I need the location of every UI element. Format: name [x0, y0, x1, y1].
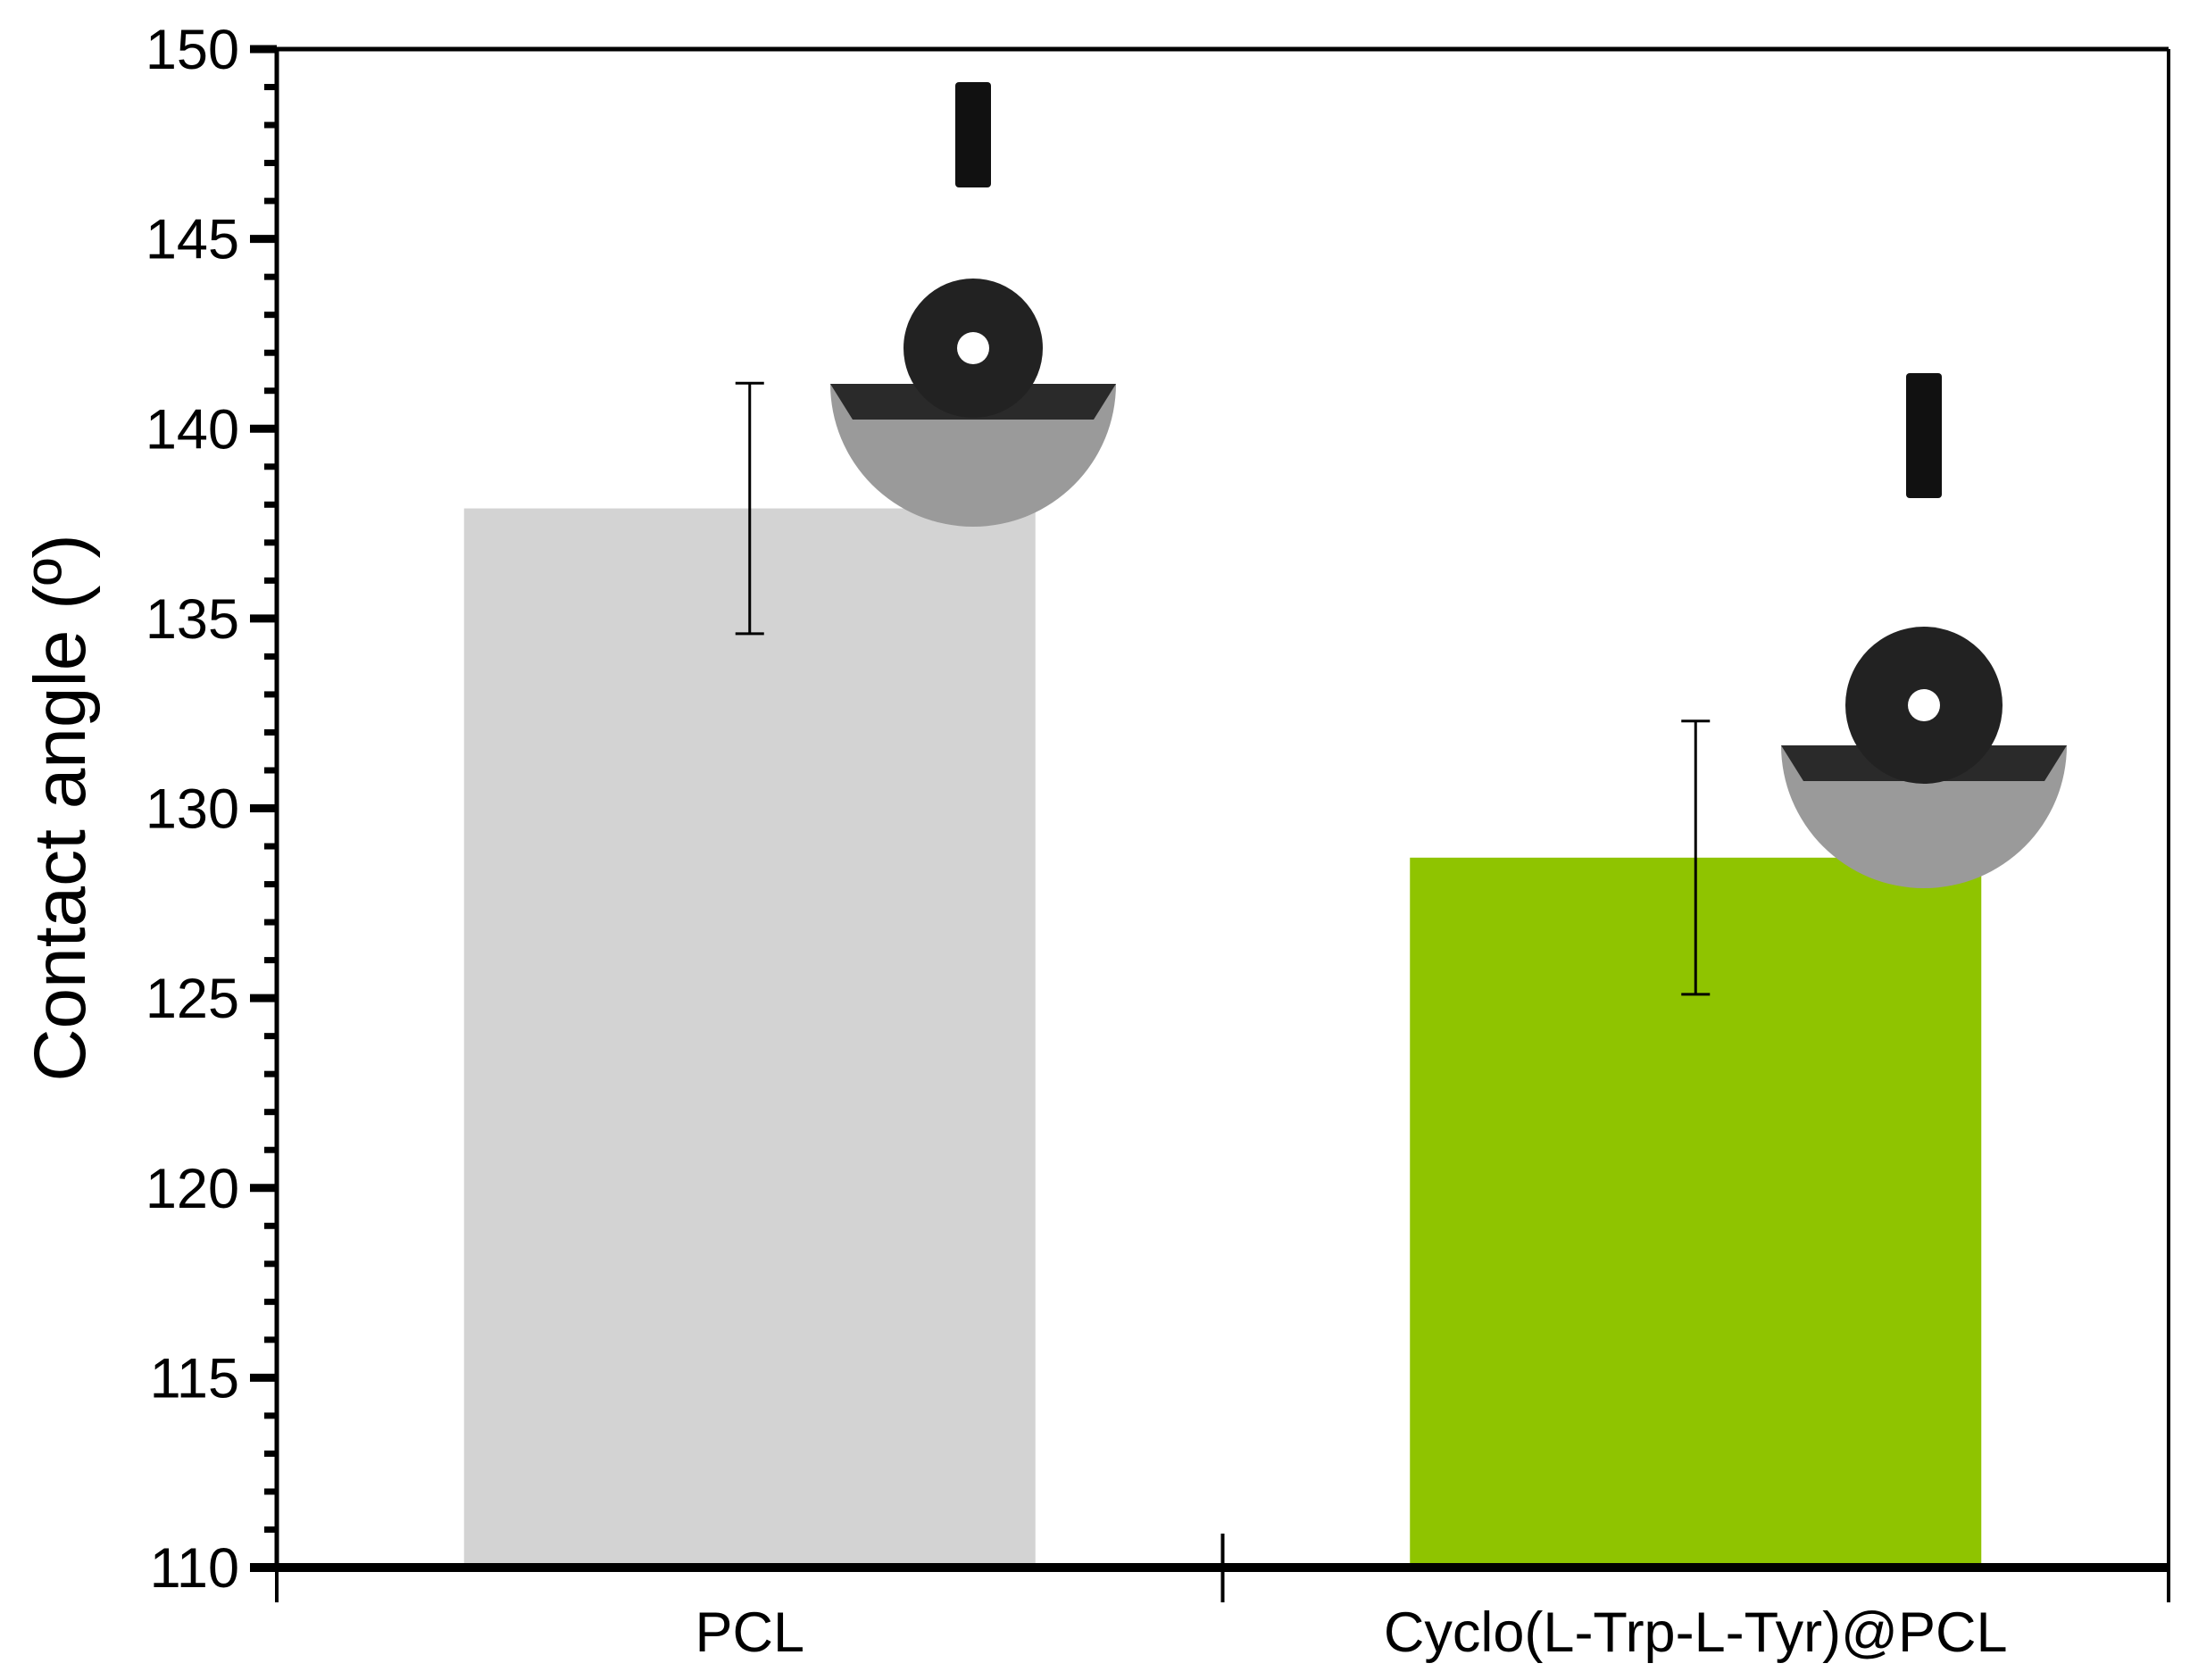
- error-bar-2: [1681, 719, 1711, 996]
- y-tick-label: 150: [146, 19, 239, 81]
- axes: [250, 45, 2170, 1602]
- y-tick-label: 135: [146, 588, 239, 651]
- x-tick-label: PCL: [695, 1601, 804, 1664]
- y-tick-label: 140: [146, 398, 239, 461]
- y-tick-label: 130: [146, 778, 239, 841]
- y-tick-label: 145: [146, 209, 239, 271]
- needle-icon: [1906, 373, 1942, 498]
- x-tick-label: Cyclo(L-Trp-L-Tyr)@PCL: [1384, 1601, 2008, 1664]
- droplet-photo-2: [1781, 373, 2067, 888]
- y-tick-label: 125: [146, 968, 239, 1030]
- y-tick-label: 115: [150, 1347, 239, 1410]
- needle-icon: [955, 82, 991, 187]
- error-bar-1: [735, 381, 764, 636]
- y-tick-label: 110: [150, 1537, 239, 1600]
- bar-1: [463, 508, 1036, 1568]
- y-tick-labels: 110 115 120 125 130 135 140 145 150: [146, 19, 239, 1600]
- y-axis-label: Contact angle (º): [20, 534, 101, 1081]
- droplet-insets: [830, 82, 2067, 888]
- y-tick-label: 120: [146, 1158, 239, 1220]
- bars: [463, 508, 1982, 1568]
- x-tick-labels: PCL Cyclo(L-Trp-L-Tyr)@PCL: [695, 1601, 2007, 1664]
- droplet-photo-1: [830, 82, 1116, 527]
- error-bars: [735, 381, 1711, 996]
